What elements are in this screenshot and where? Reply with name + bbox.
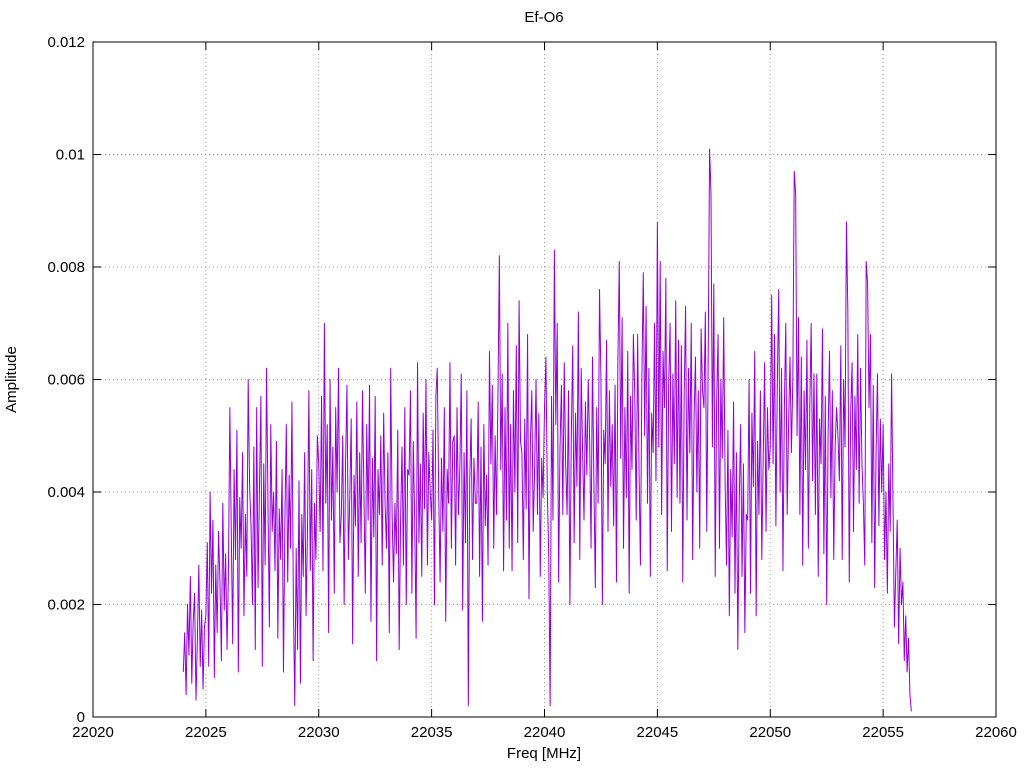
amplitude-trace bbox=[182, 148, 912, 712]
y-tick-label: 0 bbox=[77, 709, 85, 726]
x-axis-label: Freq [MHz] bbox=[507, 745, 581, 762]
tick-labels: 22020 22025 22030 22035 22040 22045 22050 22055… bbox=[47, 34, 1016, 741]
x-tick-label: 22030 bbox=[298, 724, 340, 741]
chart-title: Ef-O6 bbox=[524, 9, 563, 26]
y-tick-label: 0.006 bbox=[47, 372, 85, 389]
x-tick-label: 22045 bbox=[637, 724, 679, 741]
x-tick-label: 22020 bbox=[72, 724, 114, 741]
y-tick-label: 0.002 bbox=[47, 597, 85, 614]
x-tick-label: 22035 bbox=[411, 724, 453, 741]
y-tick-label: 0.004 bbox=[47, 484, 85, 501]
x-tick-label: 22060 bbox=[975, 724, 1017, 741]
x-tick-label: 22050 bbox=[749, 724, 791, 741]
y-axis-label: Amplitude bbox=[3, 346, 20, 413]
y-tick-label: 0.012 bbox=[47, 34, 85, 51]
y-tick-label: 0.01 bbox=[56, 147, 85, 164]
x-tick-label: 22040 bbox=[524, 724, 566, 741]
x-tick-label: 22055 bbox=[862, 724, 904, 741]
grid-lines bbox=[101, 50, 988, 709]
x-tick-label: 22025 bbox=[185, 724, 227, 741]
y-tick-label: 0.008 bbox=[47, 259, 85, 276]
plot-border bbox=[92, 41, 997, 718]
data-series-layer bbox=[182, 148, 912, 712]
